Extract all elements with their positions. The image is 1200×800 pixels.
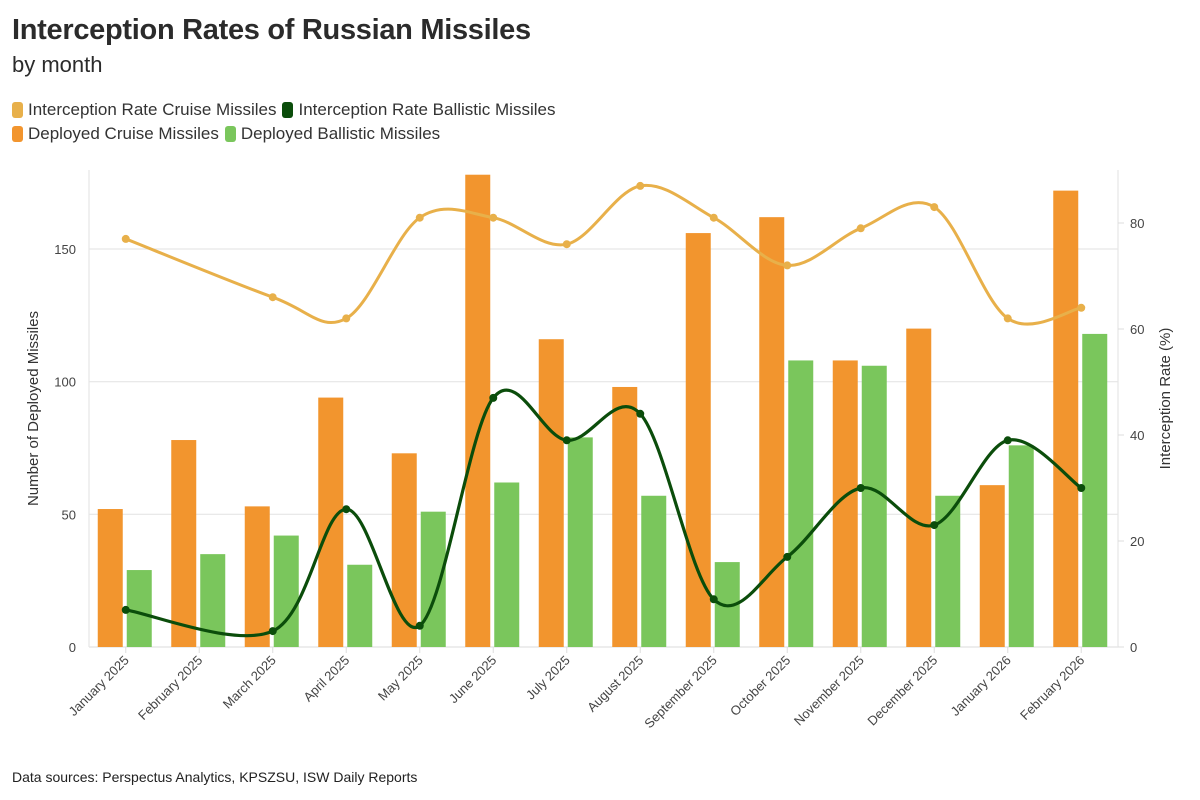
point-ballistic-rate[interactable] (121, 605, 130, 614)
bars (97, 174, 1108, 648)
legend-label-cruise-rate: Interception Rate Cruise Missiles (28, 100, 277, 119)
chart-subtitle: by month (12, 52, 103, 77)
bar-cruise-deployed[interactable] (685, 233, 711, 647)
point-cruise-rate[interactable] (121, 234, 130, 243)
legend-label-cruise-deployed: Deployed Cruise Missiles (28, 124, 219, 143)
legend-item-cruise-deployed[interactable]: Deployed Cruise Missiles (12, 122, 219, 146)
y-tick-label: 0 (69, 640, 76, 655)
point-ballistic-rate[interactable] (709, 595, 718, 604)
legend-swatch-ballistic-deployed (224, 126, 236, 142)
point-ballistic-rate[interactable] (930, 521, 939, 530)
legend-label-ballistic-rate: Interception Rate Ballistic Missiles (298, 100, 556, 119)
legend-swatch-cruise-rate (12, 102, 23, 118)
y2-axis-title: Interception Rate (%) (1157, 328, 1174, 470)
x-tick-label: September 2025 (641, 653, 720, 732)
point-cruise-rate[interactable] (1003, 314, 1012, 323)
point-cruise-rate[interactable] (856, 224, 865, 233)
y2-tick-label: 0 (1130, 640, 1137, 655)
y-tick-label: 100 (54, 375, 76, 390)
bar-ballistic-deployed[interactable] (567, 437, 593, 647)
x-tick-label: May 2025 (375, 653, 426, 704)
legend-label-ballistic-deployed: Deployed Ballistic Missiles (240, 124, 441, 143)
x-tick-label: February 2025 (135, 653, 205, 723)
bar-cruise-deployed[interactable] (979, 485, 1005, 647)
point-cruise-rate[interactable] (268, 293, 277, 302)
point-cruise-rate[interactable] (783, 261, 792, 270)
bar-cruise-deployed[interactable] (244, 506, 270, 647)
data-source-note: Data sources: Perspectus Analytics, KPSZ… (12, 769, 418, 785)
x-tick-label: April 2025 (300, 653, 352, 705)
bar-cruise-deployed[interactable] (906, 328, 932, 647)
point-ballistic-rate[interactable] (1003, 436, 1012, 445)
bar-ballistic-deployed[interactable] (935, 495, 961, 647)
x-tick-label: November 2025 (791, 653, 867, 729)
y2-tick-label: 20 (1130, 534, 1144, 549)
point-cruise-rate[interactable] (1077, 303, 1086, 312)
point-ballistic-rate[interactable] (562, 436, 571, 445)
bar-cruise-deployed[interactable] (391, 453, 417, 647)
point-ballistic-rate[interactable] (1077, 484, 1086, 492)
x-tick-label: February 2026 (1017, 653, 1087, 723)
point-ballistic-rate[interactable] (783, 552, 792, 561)
bar-cruise-deployed[interactable] (538, 339, 564, 647)
point-ballistic-rate[interactable] (856, 484, 865, 492)
bar-ballistic-deployed[interactable] (347, 564, 373, 647)
point-cruise-rate[interactable] (709, 213, 718, 222)
y2-tick-label: 40 (1130, 428, 1144, 443)
bar-cruise-deployed[interactable] (1053, 190, 1079, 648)
legend-item-ballistic-deployed[interactable]: Deployed Ballistic Missiles (224, 122, 441, 146)
bar-ballistic-deployed[interactable] (641, 495, 667, 647)
bar-cruise-deployed[interactable] (612, 386, 638, 647)
lines (121, 181, 1086, 638)
y2-tick-label: 80 (1130, 216, 1144, 231)
bar-ballistic-deployed[interactable] (788, 360, 814, 647)
legend-swatch-cruise-deployed (12, 126, 23, 142)
point-cruise-rate[interactable] (562, 240, 571, 249)
bar-ballistic-deployed[interactable] (1008, 445, 1034, 647)
chart-title: Interception Rates of Russian Missiles (12, 14, 531, 46)
point-cruise-rate[interactable] (636, 181, 645, 190)
x-tick-label: January 2026 (948, 653, 1014, 719)
bar-cruise-deployed[interactable] (759, 217, 785, 647)
gridlines (88, 170, 1119, 648)
x-tick-label: July 2025 (523, 653, 573, 703)
point-ballistic-rate[interactable] (342, 505, 351, 514)
bar-ballistic-deployed[interactable] (861, 365, 887, 647)
point-cruise-rate[interactable] (489, 213, 498, 222)
y-axis-title: Number of Deployed Missiles (25, 311, 42, 506)
point-ballistic-rate[interactable] (489, 393, 498, 402)
x-tick-label: March 2025 (220, 653, 279, 712)
bar-ballistic-deployed[interactable] (1082, 333, 1108, 647)
bar-ballistic-deployed[interactable] (494, 482, 520, 647)
x-tick-label: January 2025 (66, 653, 132, 719)
legend: Interception Rate Cruise Missiles Interc… (12, 98, 561, 146)
point-cruise-rate[interactable] (342, 314, 351, 323)
bar-ballistic-deployed[interactable] (420, 511, 446, 647)
point-ballistic-rate[interactable] (415, 621, 424, 630)
x-tick-label: October 2025 (727, 653, 793, 719)
y2-tick-label: 60 (1130, 322, 1144, 337)
legend-item-cruise-rate[interactable]: Interception Rate Cruise Missiles (12, 98, 276, 122)
x-tick-label: December 2025 (864, 653, 940, 729)
legend-item-ballistic-rate[interactable]: Interception Rate Ballistic Missiles (282, 98, 555, 122)
point-ballistic-rate[interactable] (636, 409, 645, 418)
x-tick-label: August 2025 (584, 653, 646, 715)
bar-ballistic-deployed[interactable] (126, 570, 152, 647)
legend-swatch-ballistic-rate (282, 102, 294, 118)
bar-ballistic-deployed[interactable] (273, 535, 299, 647)
line-ballistic-rate[interactable] (125, 388, 1083, 638)
point-cruise-rate[interactable] (930, 203, 939, 212)
y-tick-label: 150 (54, 242, 76, 257)
point-ballistic-rate[interactable] (268, 627, 277, 636)
bar-cruise-deployed[interactable] (171, 440, 197, 647)
bar-cruise-deployed[interactable] (97, 509, 123, 647)
y-tick-label: 50 (62, 507, 76, 522)
x-tick-label: June 2025 (446, 653, 500, 707)
point-cruise-rate[interactable] (415, 213, 424, 222)
axes: 0 50 100 150 0 20 40 60 80 Number of Deployed Mis… (25, 216, 1174, 731)
